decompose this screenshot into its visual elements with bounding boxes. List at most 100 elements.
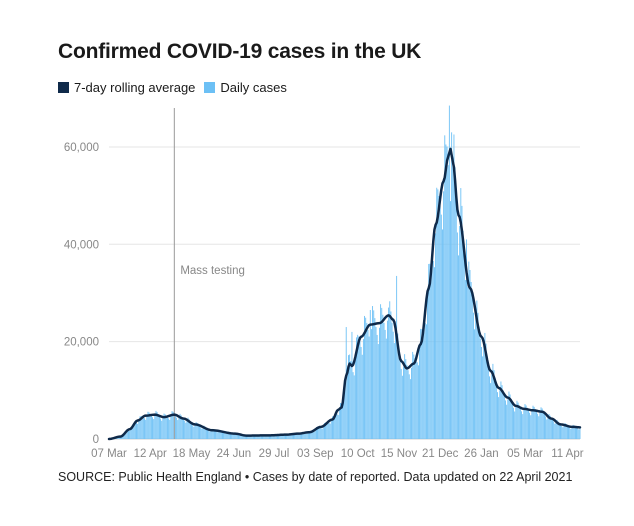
daily-cases-bar [499, 390, 501, 439]
daily-cases-bar [264, 435, 266, 439]
legend-label-daily-cases: Daily cases [220, 80, 287, 95]
daily-cases-bar [205, 428, 207, 439]
daily-cases-bar [186, 420, 188, 439]
daily-cases-bar [317, 426, 319, 439]
x-tick-label: 03 Sep [297, 448, 333, 460]
daily-cases-bar [467, 286, 469, 439]
daily-cases-bar [327, 422, 329, 439]
daily-cases-bar [233, 434, 235, 439]
daily-cases-bar [549, 415, 551, 439]
daily-cases-bar [310, 431, 312, 439]
legend-swatch-rolling-average [58, 82, 69, 93]
daily-cases-bar [281, 435, 283, 439]
daily-cases-bar [492, 363, 494, 439]
daily-cases-bar [227, 431, 229, 439]
daily-cases-bar [164, 414, 166, 439]
daily-cases-bar [189, 421, 191, 439]
daily-cases-bar [360, 347, 362, 439]
daily-cases-bar [489, 376, 490, 439]
daily-cases-bar [427, 297, 429, 439]
daily-cases-bar [208, 430, 210, 439]
daily-cases-bar [243, 434, 245, 439]
daily-cases-bar [322, 426, 324, 439]
daily-cases-bar [187, 417, 189, 439]
daily-cases-bar [209, 431, 211, 439]
daily-cases-bar [571, 427, 573, 439]
x-tick-label: 12 Apr [134, 448, 167, 460]
daily-cases-bar [376, 334, 378, 439]
x-tick-label: 24 Jun [217, 448, 252, 460]
chart-title: Confirmed COVID-19 cases in the UK [58, 40, 422, 63]
daily-cases-bar [177, 420, 179, 439]
daily-cases-bar [476, 300, 478, 439]
daily-cases-bar [200, 427, 202, 439]
daily-cases-bar [267, 434, 269, 439]
rolling-average-line [107, 147, 582, 441]
daily-cases-bar [541, 408, 543, 439]
daily-cases-bar [358, 336, 360, 439]
daily-cases-bar [424, 323, 426, 439]
daily-cases-bar [334, 414, 336, 439]
daily-cases-bar [162, 417, 164, 439]
grid-layer [109, 146, 580, 440]
daily-cases-bar [130, 429, 132, 439]
daily-cases-bar [228, 432, 230, 439]
daily-cases-bar [561, 425, 563, 439]
daily-cases-bar [263, 435, 265, 439]
x-tick-label: 29 Jul [259, 448, 290, 460]
daily-cases-bar [471, 297, 473, 439]
daily-cases-bar [438, 196, 440, 439]
daily-cases-bar [185, 422, 187, 439]
daily-cases-bar [225, 433, 227, 439]
daily-cases-bar [315, 427, 317, 439]
annotation-layer: Mass testing [173, 108, 245, 439]
daily-cases-bar [470, 281, 472, 439]
daily-cases-bar [226, 432, 228, 439]
daily-cases-bar [273, 435, 275, 439]
daily-cases-bar [335, 413, 337, 439]
daily-cases-bar [179, 413, 181, 439]
daily-cases-bar [149, 413, 151, 439]
daily-cases-bar [361, 354, 363, 439]
daily-cases-bar [564, 423, 566, 439]
daily-cases-bar [265, 436, 267, 439]
daily-cases-bar [140, 416, 142, 439]
daily-cases-bar [210, 430, 212, 439]
daily-cases-bar [222, 431, 223, 439]
daily-cases-bar [312, 431, 314, 439]
daily-cases-bar [303, 433, 305, 439]
daily-cases-bar [478, 326, 480, 439]
daily-cases-bar [388, 307, 390, 439]
daily-cases-bar [287, 434, 289, 439]
daily-cases-bar [560, 424, 561, 439]
daily-cases-bar [238, 433, 239, 439]
daily-cases-bar [401, 375, 403, 439]
daily-cases-bar [141, 416, 143, 439]
daily-cases-bar [422, 327, 424, 439]
daily-cases-bar [137, 423, 139, 439]
daily-cases-bar [481, 347, 482, 439]
daily-cases-bar [346, 375, 348, 439]
daily-cases-bar [511, 403, 513, 439]
daily-cases-bar [455, 203, 457, 439]
daily-cases-bar [420, 328, 422, 439]
daily-cases-bar [414, 358, 416, 439]
daily-cases-bar [369, 310, 371, 439]
daily-cases-bar [342, 400, 344, 439]
daily-cases-bar [391, 322, 393, 439]
daily-cases-bar [570, 428, 572, 439]
daily-cases-bar [338, 410, 340, 439]
daily-cases-bar [461, 205, 463, 439]
daily-cases-bar [313, 431, 315, 439]
daily-cases-bar [423, 325, 425, 439]
daily-cases-bar [577, 428, 579, 439]
daily-cases-bar [321, 428, 323, 439]
daily-cases-bar [356, 337, 357, 439]
daily-cases-bar [183, 419, 184, 439]
daily-cases-bar [451, 132, 453, 439]
daily-cases-bar [556, 419, 558, 439]
daily-cases-bar [375, 327, 377, 439]
daily-cases-bar [348, 355, 349, 439]
daily-cases-bar [175, 415, 176, 439]
daily-cases-bar [251, 435, 253, 439]
